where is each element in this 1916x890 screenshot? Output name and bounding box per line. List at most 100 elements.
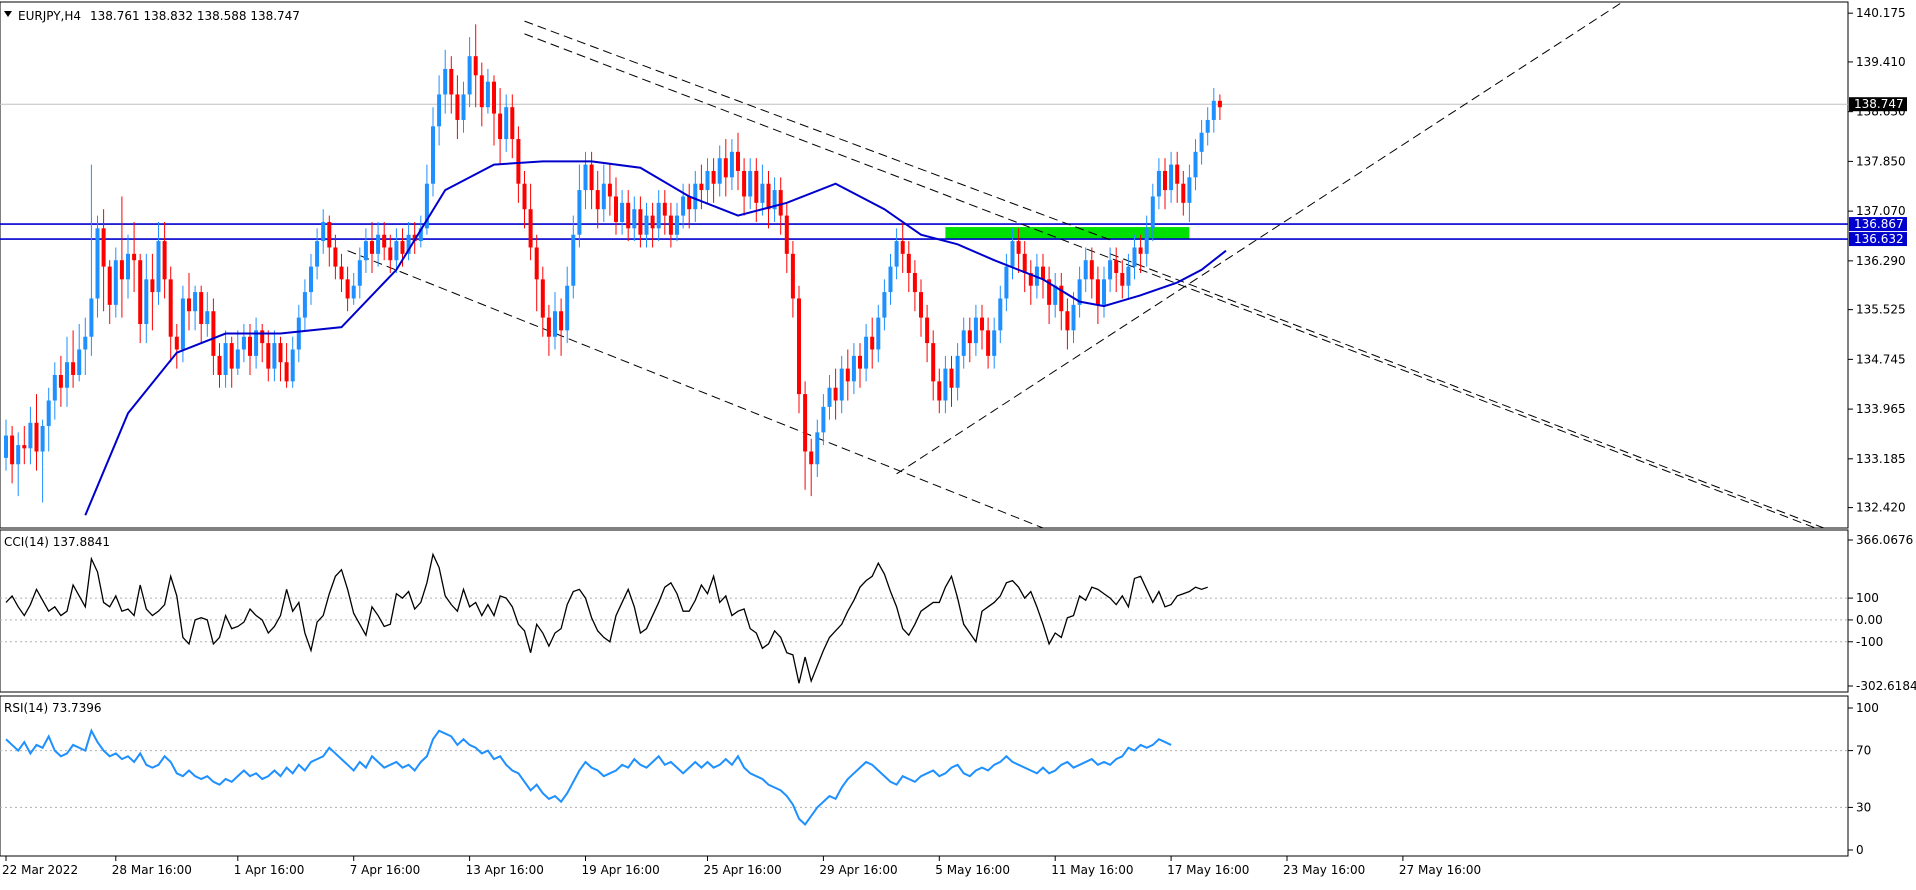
candle-body (339, 266, 344, 280)
rsi-layer: 100 70 30 0 (0, 701, 1879, 857)
time-tick-label: 19 Apr 16:00 (582, 863, 660, 877)
candle-body (431, 126, 435, 184)
candle-body (851, 355, 856, 382)
candle-body (1010, 241, 1015, 267)
candle-body (650, 215, 655, 229)
time-tick-label: 29 Apr 16:00 (819, 863, 897, 877)
candle-body (1022, 253, 1027, 273)
chart-header: EURJPY,H4 138.761 138.832 138.588 138.74… (4, 9, 300, 23)
time-tick-label: 17 May 16:00 (1167, 863, 1249, 877)
candle-body (522, 183, 527, 210)
candle-body (296, 317, 301, 350)
candle-body (845, 368, 850, 382)
candle-body (553, 311, 557, 337)
time-tick-label: 22 Mar 2022 (2, 863, 78, 877)
candle-body (772, 190, 777, 210)
candle-body (717, 158, 722, 184)
candle-body (272, 343, 277, 369)
candle-body (827, 387, 832, 407)
candle-body (510, 107, 515, 140)
candle-body (1065, 311, 1070, 331)
candle-body (58, 374, 63, 388)
candle-body (784, 215, 789, 254)
candle-body (1016, 241, 1021, 254)
candle-body (748, 170, 753, 197)
price-panel[interactable]: 140.175139.410138.630137.850137.070136.2… (0, 1, 1907, 531)
candle-body (473, 56, 478, 76)
candle-body (248, 336, 252, 356)
dropdown-arrow-icon[interactable] (4, 11, 12, 17)
zone-layer (945, 227, 1190, 240)
candles-layer (4, 24, 1222, 503)
candle-body (876, 317, 881, 350)
candle-body (803, 394, 808, 452)
candle-body (345, 279, 350, 299)
candle-body (101, 228, 106, 267)
candle-body (424, 183, 429, 229)
trendlines-layer (347, 2, 1824, 528)
candle-body (77, 349, 82, 375)
time-tick-label: 7 Apr 16:00 (350, 863, 421, 877)
candle-body (504, 107, 509, 140)
candle-body (211, 311, 216, 356)
indicator-tick-label: 100 (1856, 701, 1879, 715)
candle-body (516, 139, 521, 184)
candle-body (400, 241, 405, 254)
time-axis: 22 Mar 2022 28 Mar 16:00 1 Apr 16:00 7 Apr … (2, 856, 1481, 877)
candle-body (766, 183, 771, 210)
candle-body (632, 209, 637, 229)
level-label: 136.867 (1854, 217, 1904, 231)
candle-body (10, 435, 15, 465)
candle-body (980, 317, 984, 331)
candle-body (52, 374, 57, 401)
candle-body (1102, 279, 1106, 305)
candle-body (626, 202, 631, 229)
indicator-line (5, 552, 1208, 684)
support-resistance-zone (945, 227, 1190, 240)
candle-body (22, 445, 27, 449)
candle-body (705, 170, 710, 191)
rsi-panel-frame (0, 695, 1849, 857)
candle-body (973, 317, 978, 344)
trend-line (896, 2, 1623, 475)
candle-body (870, 336, 875, 350)
candle-body (931, 343, 936, 382)
candle-body (65, 362, 69, 388)
candle-body (882, 292, 887, 318)
candle-body (675, 215, 679, 235)
candle-body (388, 247, 393, 261)
candle-body (376, 234, 381, 254)
chart-ohlc: 138.761 138.832 138.588 138.747 (90, 9, 300, 23)
candle-body (1163, 170, 1167, 191)
candle-body (107, 266, 112, 305)
candle-body (4, 435, 8, 458)
candle-body (760, 183, 765, 203)
candle-body (1028, 272, 1033, 286)
candle-body (1071, 304, 1076, 331)
candle-body (943, 368, 948, 401)
candle-body (1211, 100, 1216, 120)
candle-body (370, 241, 374, 254)
candle-body (40, 425, 45, 452)
candle-body (315, 241, 320, 267)
candle-body (1126, 266, 1131, 286)
time-tick-label: 25 Apr 16:00 (704, 863, 782, 877)
candle-body (193, 292, 198, 312)
candle-body (437, 94, 442, 127)
level-label: 136.632 (1854, 232, 1904, 246)
price-tick-label: 139.410 (1856, 55, 1906, 69)
cci-panel[interactable]: 366.0676 100 0.00 -100 -302.6184 CCI(14) 137… (0, 529, 1916, 693)
indicator-line (5, 728, 1172, 826)
levels-layer (0, 223, 1848, 240)
moving-average-layer (84, 160, 1227, 516)
candle-body (1095, 279, 1100, 305)
candle-body (241, 336, 246, 350)
indicator-tick-label: 70 (1856, 744, 1871, 758)
candle-body (809, 451, 814, 465)
moving-average-line (84, 160, 1227, 516)
candle-body (839, 368, 844, 401)
rsi-panel[interactable]: 100 70 30 0 RSI(14) 73.7396 (0, 695, 1879, 857)
time-tick-label: 28 Mar 16:00 (112, 863, 192, 877)
